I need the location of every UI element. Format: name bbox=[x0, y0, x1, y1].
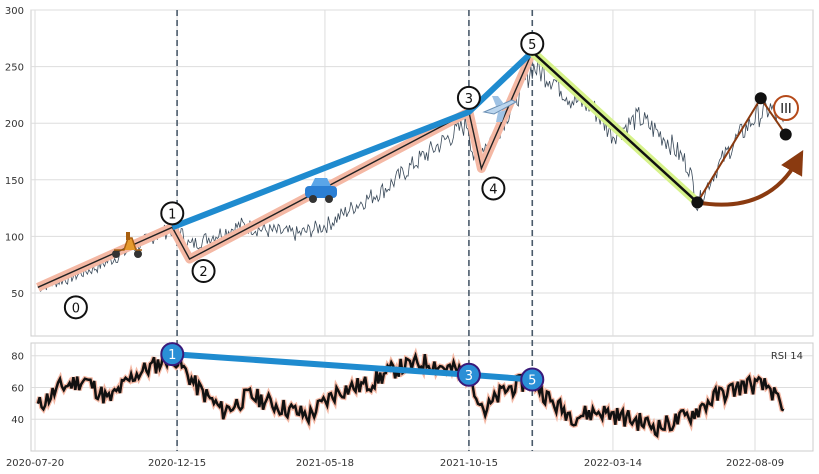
wave-label-circle bbox=[63, 295, 88, 320]
wave-label: 2 bbox=[199, 265, 207, 280]
rsi-y-tick-label: 40 bbox=[11, 415, 24, 426]
price-y-tick-label: 250 bbox=[5, 63, 24, 74]
scooter-icon bbox=[112, 232, 142, 258]
wave-label-circle bbox=[520, 31, 545, 56]
rsi-y-tick-label: 60 bbox=[11, 383, 24, 394]
car-icon bbox=[305, 178, 337, 203]
wave-label: 5 bbox=[528, 38, 536, 53]
wave-label: 3 bbox=[465, 92, 473, 107]
price-y-axis: 50 100 150 200 250 300 bbox=[5, 6, 24, 300]
wave-pivot-dot bbox=[779, 128, 792, 141]
airplane-icon bbox=[482, 96, 518, 122]
wave-label-circle bbox=[160, 201, 185, 226]
rsi-wave-label: 5 bbox=[528, 374, 536, 389]
price-y-tick-label: 100 bbox=[5, 232, 24, 243]
projection-arrow bbox=[697, 149, 804, 207]
rsi-wave-marker bbox=[160, 342, 185, 367]
wave-pivot-dot bbox=[754, 92, 767, 105]
trend-line bbox=[171, 49, 535, 231]
wave-label-circle bbox=[456, 85, 481, 110]
price-y-tick-label: 300 bbox=[5, 6, 24, 17]
x-tick-label: 2021-05-18 bbox=[296, 458, 354, 469]
wave-pivot-dot bbox=[691, 196, 704, 209]
x-tick-label: 2021-10-15 bbox=[440, 458, 498, 469]
rsi-legend: RSI 14 bbox=[771, 351, 803, 362]
wave-label: 1 bbox=[168, 207, 176, 222]
rsi-wave-label: 3 bbox=[465, 369, 473, 384]
x-tick-label: 2020-07-20 bbox=[6, 458, 64, 469]
x-tick-label: 2020-12-15 bbox=[148, 458, 206, 469]
price-y-tick-label: 50 bbox=[11, 289, 24, 300]
rsi-wave-marker bbox=[520, 367, 545, 392]
x-tick-label: 2022-08-09 bbox=[726, 458, 784, 469]
wave-label: 4 bbox=[489, 182, 497, 197]
rsi-series bbox=[35, 341, 785, 441]
wave-label: 0 bbox=[72, 301, 80, 316]
rsi-y-tick-label: 80 bbox=[11, 352, 24, 363]
correction-line bbox=[531, 50, 699, 204]
rsi-line bbox=[36, 345, 785, 439]
price-panel bbox=[30, 9, 814, 337]
price-y-tick-label: 150 bbox=[5, 176, 24, 187]
wave-III-label: III bbox=[780, 102, 792, 117]
rsi-wave-label: 1 bbox=[168, 348, 176, 363]
x-tick-label: 2022-03-14 bbox=[584, 458, 642, 469]
price-y-tick-label: 200 bbox=[5, 119, 24, 130]
date-x-axis: 2020-07-20 2020-12-15 2021-05-18 2021-10-15… bbox=[6, 458, 784, 469]
rsi-y-axis: 40 60 80 bbox=[11, 352, 24, 427]
rsi-wave-marker bbox=[456, 362, 481, 387]
wave-label-circle bbox=[481, 176, 506, 201]
rsi-divergence: 1 3 5 bbox=[160, 342, 545, 392]
wave-label-circle bbox=[191, 259, 216, 284]
wave-III-marker bbox=[773, 95, 799, 121]
